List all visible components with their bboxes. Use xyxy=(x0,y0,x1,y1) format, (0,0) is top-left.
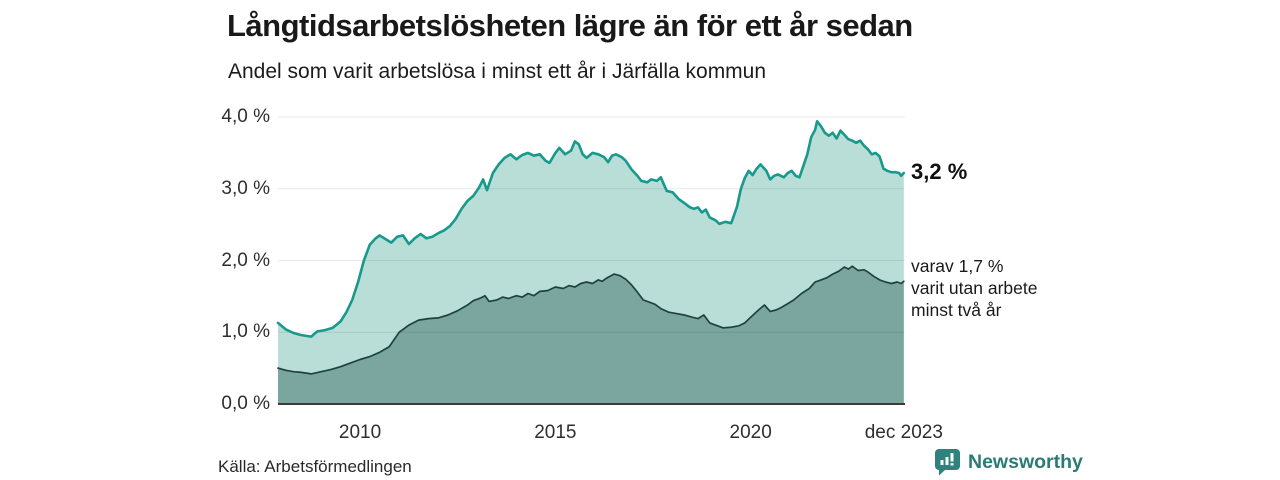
x-tick-label: 2020 xyxy=(729,422,772,443)
y-tick-label: 0,0 % xyxy=(221,393,270,414)
area-fills xyxy=(278,121,904,405)
series-line-1 xyxy=(277,265,905,375)
source-note: Källa: Arbetsförmedlingen xyxy=(218,457,412,476)
series-line-0 xyxy=(276,120,906,338)
annotation-line: varav 1,7 % xyxy=(911,256,1004,276)
brand-name: Newsworthy xyxy=(968,450,1083,473)
x-tick-label: 2010 xyxy=(338,422,382,443)
area-chart xyxy=(276,116,906,405)
area-fill-1 xyxy=(278,266,904,404)
y-tick-label: 1,0 % xyxy=(221,321,270,343)
brand-logo: Newsworthy xyxy=(934,448,1083,476)
chart-subtitle: Andel som varit arbetslösa i minst ett å… xyxy=(228,60,767,83)
chart-title: Långtidsarbetslösheten lägre än för ett … xyxy=(227,8,913,43)
y-tick-label: 3,0 % xyxy=(221,177,270,199)
newsworthy-bubble-chart-icon xyxy=(935,449,960,476)
y-tick-label: 4,0 % xyxy=(221,106,270,127)
x-tick-label: dec 2023 xyxy=(864,422,943,443)
annotation-line: varit utan arbete xyxy=(911,278,1038,298)
series-lines xyxy=(276,120,906,375)
x-tick-label: 2015 xyxy=(534,422,577,443)
gridlines xyxy=(278,116,905,333)
y-tick-label: 2,0 % xyxy=(221,249,270,271)
series-end-value-label: 3,2 % xyxy=(911,159,968,185)
annotation-line: minst två år xyxy=(911,300,1002,320)
series-annotation: varav 1,7 % varit utan arbete minst två år xyxy=(911,255,1037,321)
